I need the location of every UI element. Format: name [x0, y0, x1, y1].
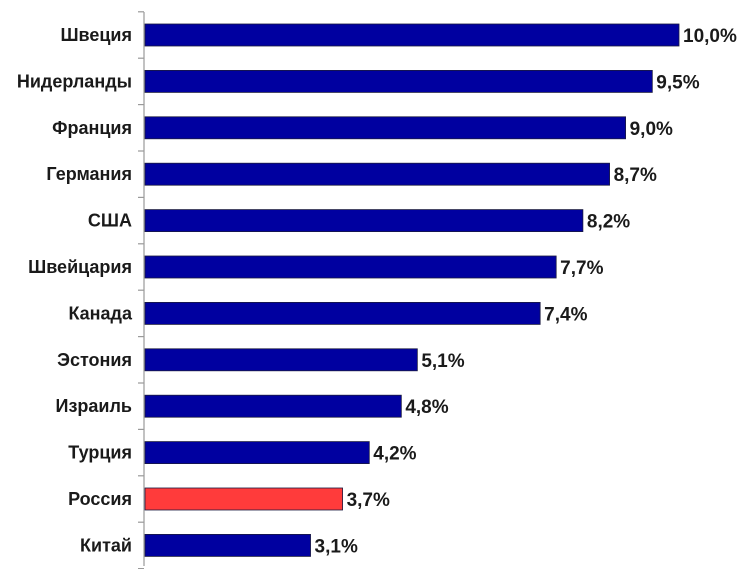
category-label: Канада — [68, 303, 133, 323]
category-labels: Швеция Нидерланды Франция Германия США Швейца… — [17, 25, 133, 555]
value-labels: 10,0% 9,5% 9,0% 8,7% 8,2% 7,7% 7,4% 5,1% 4,8% 4,2… — [315, 26, 737, 557]
value-label: 9,0% — [630, 119, 673, 140]
category-label: США — [88, 211, 132, 231]
bar-1 — [144, 70, 653, 93]
category-label: Нидерланды — [17, 71, 132, 91]
value-label: 5,1% — [421, 351, 464, 372]
bar-4 — [144, 209, 584, 233]
bar-3 — [144, 162, 610, 186]
bar-2 — [144, 116, 627, 140]
value-label: 9,5% — [656, 72, 699, 93]
bar-7 — [144, 348, 418, 372]
bar-8 — [144, 394, 402, 418]
category-label: Франция — [52, 118, 132, 138]
value-label: 4,2% — [373, 444, 416, 465]
category-label: Китай — [80, 535, 132, 555]
bar-10 — [144, 487, 343, 511]
bar-9 — [144, 441, 370, 465]
category-label: Израиль — [56, 396, 132, 416]
bars-group — [144, 23, 680, 557]
category-label: Россия — [68, 489, 132, 509]
value-label: 3,1% — [315, 536, 358, 557]
category-label: Германия — [46, 164, 132, 184]
category-label: Турция — [68, 443, 132, 463]
bar-11 — [144, 534, 311, 557]
bar-5 — [144, 255, 557, 279]
category-axis-ticks — [138, 11, 144, 569]
category-label: Швеция — [60, 25, 132, 45]
value-label: 8,7% — [614, 165, 657, 186]
value-label: 7,4% — [544, 304, 587, 325]
value-label: 10,0% — [683, 26, 737, 47]
bar-0 — [144, 23, 680, 47]
value-label: 8,2% — [587, 212, 630, 233]
bar-6 — [144, 301, 541, 325]
category-label: Швейцария — [28, 257, 132, 277]
value-label: 7,7% — [560, 258, 603, 279]
value-label: 3,7% — [347, 490, 390, 511]
category-label: Эстония — [57, 350, 132, 370]
value-label: 4,8% — [405, 397, 448, 418]
